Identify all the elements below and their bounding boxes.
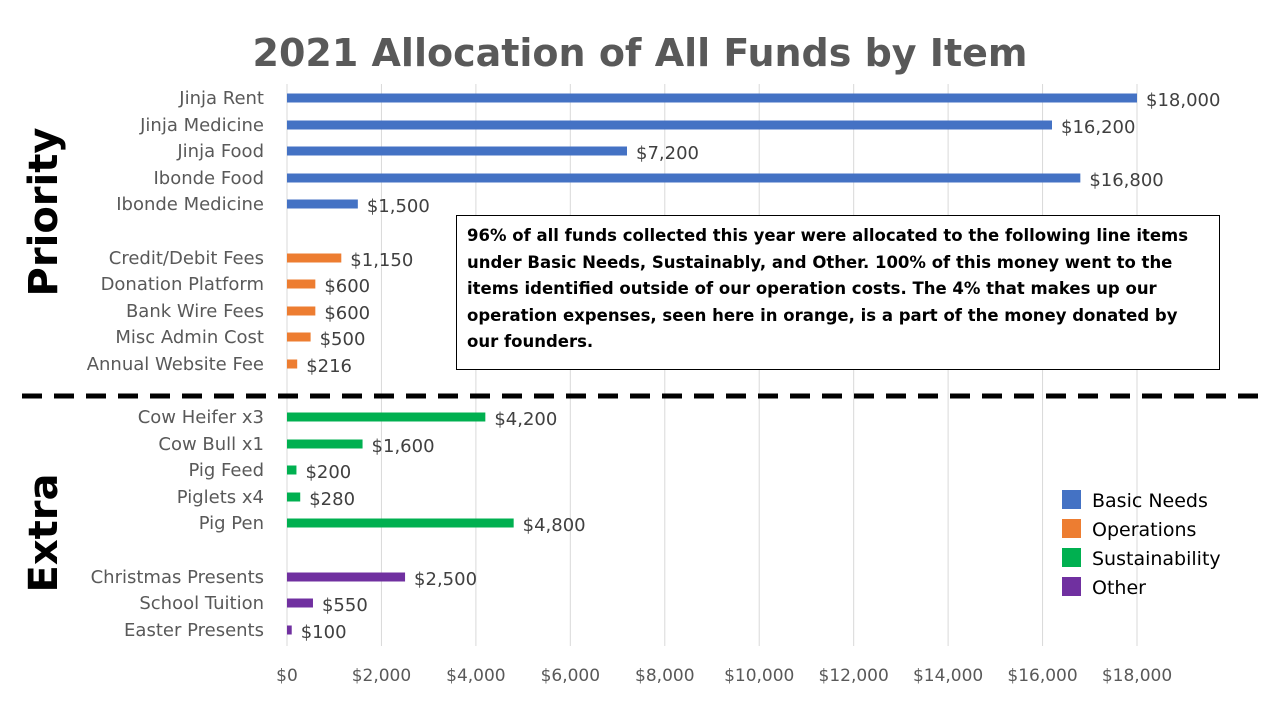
legend-label-other: Other: [1092, 577, 1146, 599]
value-labels: $18,000 $16,200 $7,200 $16,800 $1,500 $1,150 $…: [301, 90, 1221, 643]
category-label: Annual Website Fee: [87, 354, 264, 375]
x-axis-ticks: $0 $2,000 $4,000 $6,000 $8,000 $10,000 $12,000…: [276, 666, 1172, 686]
category-label: Jinja Food: [176, 141, 264, 162]
value-label: $2,500: [414, 569, 477, 590]
bar-misc-admin-cost: [287, 332, 311, 342]
x-tick-label: $8,000: [635, 666, 694, 686]
value-label: $280: [309, 489, 355, 510]
bar-annual-website-fee: [287, 359, 298, 369]
bar-jinja-medicine: [287, 120, 1052, 130]
value-label: $200: [305, 462, 351, 483]
category-label: Jinja Medicine: [139, 115, 264, 136]
legend-label-basic-needs: Basic Needs: [1092, 490, 1208, 512]
bar-easter-presents: [287, 625, 292, 635]
value-label: $100: [301, 622, 347, 643]
annotation-box: 96% of all funds collected this year wer…: [456, 215, 1220, 370]
value-label: $1,150: [350, 250, 413, 271]
bar-piglets-x4: [287, 492, 301, 502]
bar-ibonde-food: [287, 173, 1081, 183]
legend-swatch-sustainability: [1062, 548, 1081, 567]
legend-label-operations: Operations: [1092, 519, 1196, 541]
value-label: $550: [322, 595, 368, 616]
bar-ibonde-medicine: [287, 199, 358, 209]
value-label: $600: [324, 303, 370, 324]
category-label: Donation Platform: [101, 274, 264, 295]
category-label: Piglets x4: [177, 487, 264, 508]
bars: [287, 93, 1137, 635]
category-label: Bank Wire Fees: [126, 301, 264, 322]
x-tick-label: $16,000: [1007, 666, 1077, 686]
legend-label-sustainability: Sustainability: [1092, 548, 1221, 570]
bar-donation-platform: [287, 279, 316, 289]
bar-bank-wire-fees: [287, 306, 316, 316]
category-label: Pig Feed: [188, 460, 264, 481]
x-tick-label: $18,000: [1102, 666, 1172, 686]
value-label: $216: [306, 356, 352, 377]
value-label: $18,000: [1146, 90, 1220, 111]
category-label: Christmas Presents: [91, 567, 264, 588]
category-label: Credit/Debit Fees: [109, 248, 264, 269]
category-label: Jinja Rent: [178, 88, 264, 109]
annotation-text: 96% of all funds collected this year wer…: [467, 226, 1189, 351]
category-label: Cow Heifer x3: [138, 407, 264, 428]
bar-christmas-presents: [287, 572, 406, 582]
x-tick-label: $14,000: [913, 666, 983, 686]
category-label: School Tuition: [139, 593, 264, 614]
bar-pig-feed: [287, 465, 297, 475]
x-tick-label: $6,000: [541, 666, 600, 686]
value-label: $16,200: [1061, 117, 1135, 138]
bar-cow-heifer-x3: [287, 412, 486, 422]
bar-credit-debit-fees: [287, 253, 342, 263]
value-label: $1,600: [372, 436, 435, 457]
legend: Basic Needs Operations Sustainability Other: [1062, 490, 1221, 599]
value-label: $16,800: [1089, 170, 1163, 191]
bar-school-tuition: [287, 598, 313, 608]
value-label: $1,500: [367, 196, 430, 217]
chart-title: 2021 Allocation of All Funds by Item: [253, 31, 1028, 75]
category-label: Cow Bull x1: [158, 434, 264, 455]
x-tick-label: $2,000: [352, 666, 411, 686]
x-tick-label: $12,000: [819, 666, 889, 686]
value-label: $600: [324, 276, 370, 297]
category-label: Ibonde Food: [153, 168, 264, 189]
legend-swatch-operations: [1062, 519, 1081, 538]
group-label-priority: Priority: [21, 128, 67, 297]
group-label-extra: Extra: [21, 474, 67, 593]
value-label: $500: [320, 329, 366, 350]
x-tick-label: $0: [276, 666, 298, 686]
legend-swatch-basic-needs: [1062, 490, 1081, 509]
category-label: Misc Admin Cost: [115, 327, 264, 348]
bar-cow-bull-x1: [287, 439, 363, 449]
x-tick-label: $10,000: [724, 666, 794, 686]
category-label: Ibonde Medicine: [116, 194, 264, 215]
bar-jinja-food: [287, 146, 627, 156]
value-label: $4,800: [523, 515, 586, 536]
x-tick-label: $4,000: [446, 666, 505, 686]
legend-swatch-other: [1062, 577, 1081, 596]
bar-jinja-rent: [287, 93, 1137, 103]
bar-pig-pen: [287, 518, 514, 528]
category-labels: Jinja Rent Jinja Medicine Jinja Food Ibonde…: [87, 88, 264, 641]
value-label: $7,200: [636, 143, 699, 164]
category-label: Easter Presents: [124, 620, 264, 641]
value-label: $4,200: [494, 409, 557, 430]
category-label: Pig Pen: [199, 513, 264, 534]
